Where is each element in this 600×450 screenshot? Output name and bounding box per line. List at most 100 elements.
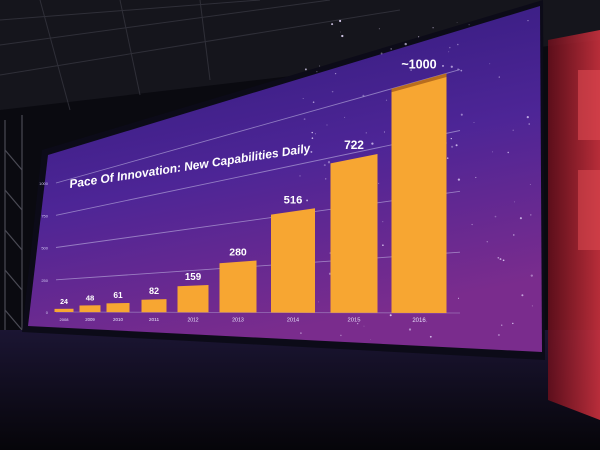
x-tick-label: 2012 — [187, 317, 198, 323]
star — [502, 259, 505, 262]
star — [341, 34, 344, 38]
y-tick-label: 750 — [41, 213, 48, 218]
star — [410, 69, 412, 71]
star — [497, 333, 500, 337]
star — [521, 294, 524, 297]
star — [486, 241, 488, 243]
star — [448, 51, 450, 53]
star — [512, 129, 514, 131]
bar-value-label: 722 — [344, 138, 364, 152]
star — [312, 101, 315, 103]
star — [340, 334, 342, 337]
star — [331, 23, 334, 26]
star — [457, 178, 461, 181]
star — [331, 90, 334, 93]
star — [442, 64, 444, 67]
star — [426, 321, 428, 323]
star — [531, 305, 533, 307]
y-tick-label: 500 — [41, 246, 48, 251]
bar-value-label: 48 — [86, 293, 95, 302]
bar-value-label: 24 — [60, 299, 68, 306]
star — [500, 324, 503, 326]
x-tick-label: 2008 — [60, 317, 70, 322]
star — [497, 256, 500, 259]
star — [311, 131, 313, 134]
star — [339, 19, 342, 23]
star — [468, 24, 470, 26]
star — [429, 335, 432, 338]
star — [512, 322, 514, 325]
x-tick-label: 2013 — [232, 317, 244, 323]
bar — [54, 308, 74, 312]
y-tick-label: 1000 — [39, 181, 49, 186]
star — [460, 113, 463, 116]
star — [327, 161, 331, 164]
star — [460, 69, 463, 72]
y-tick-label: 0 — [46, 310, 49, 315]
star — [408, 328, 412, 331]
star — [489, 63, 491, 65]
star — [527, 19, 529, 22]
bar-value-label: 280 — [229, 247, 247, 259]
y-axis: 0 250 500 750 1000 — [39, 181, 49, 315]
star — [299, 175, 301, 177]
bar-value-label: 516 — [284, 194, 303, 206]
star — [324, 178, 327, 180]
bar-value-label: ~1000 — [401, 57, 436, 71]
star — [417, 36, 420, 38]
star — [404, 42, 407, 46]
star — [304, 68, 307, 71]
x-tick-label: 2016 — [412, 318, 426, 324]
star — [323, 164, 326, 167]
bar — [391, 73, 447, 314]
star — [475, 176, 477, 179]
star — [303, 118, 306, 120]
bar — [106, 303, 130, 313]
star — [365, 132, 367, 134]
chart-category-labels: 2008 2009 2010 2011 2012 2013 2014 2015 2016 — [60, 317, 427, 324]
star — [507, 151, 509, 154]
bar — [79, 305, 101, 313]
star — [318, 301, 319, 303]
star — [319, 65, 321, 67]
star — [499, 258, 502, 261]
x-tick-label: 2015 — [348, 318, 361, 324]
y-tick-label: 250 — [41, 278, 48, 283]
star — [350, 144, 353, 147]
star — [302, 98, 304, 99]
star — [455, 144, 458, 147]
chart-bars — [54, 73, 447, 314]
star — [334, 72, 337, 75]
star — [326, 124, 328, 126]
star — [530, 214, 532, 216]
gridline — [55, 69, 461, 184]
star — [457, 43, 459, 46]
bar — [271, 208, 315, 313]
star — [528, 123, 530, 125]
star — [456, 22, 458, 23]
star — [473, 121, 475, 123]
star — [371, 142, 374, 145]
star — [514, 201, 516, 203]
star — [306, 199, 309, 202]
bar-value-label: 61 — [113, 290, 123, 300]
x-tick-label: 2009 — [85, 317, 95, 322]
star — [311, 137, 314, 139]
star — [471, 223, 473, 226]
star — [382, 221, 384, 223]
star — [380, 52, 383, 55]
star — [370, 339, 372, 340]
bar — [219, 260, 257, 313]
star — [390, 48, 393, 50]
star — [446, 157, 449, 159]
bar-cap — [391, 73, 447, 93]
bar — [141, 299, 167, 313]
star — [389, 314, 392, 317]
star — [432, 27, 434, 29]
star — [363, 325, 365, 327]
star — [526, 115, 529, 119]
star — [382, 244, 384, 247]
x-tick-label: 2014 — [287, 318, 299, 324]
x-tick-label: 2011 — [149, 317, 160, 323]
